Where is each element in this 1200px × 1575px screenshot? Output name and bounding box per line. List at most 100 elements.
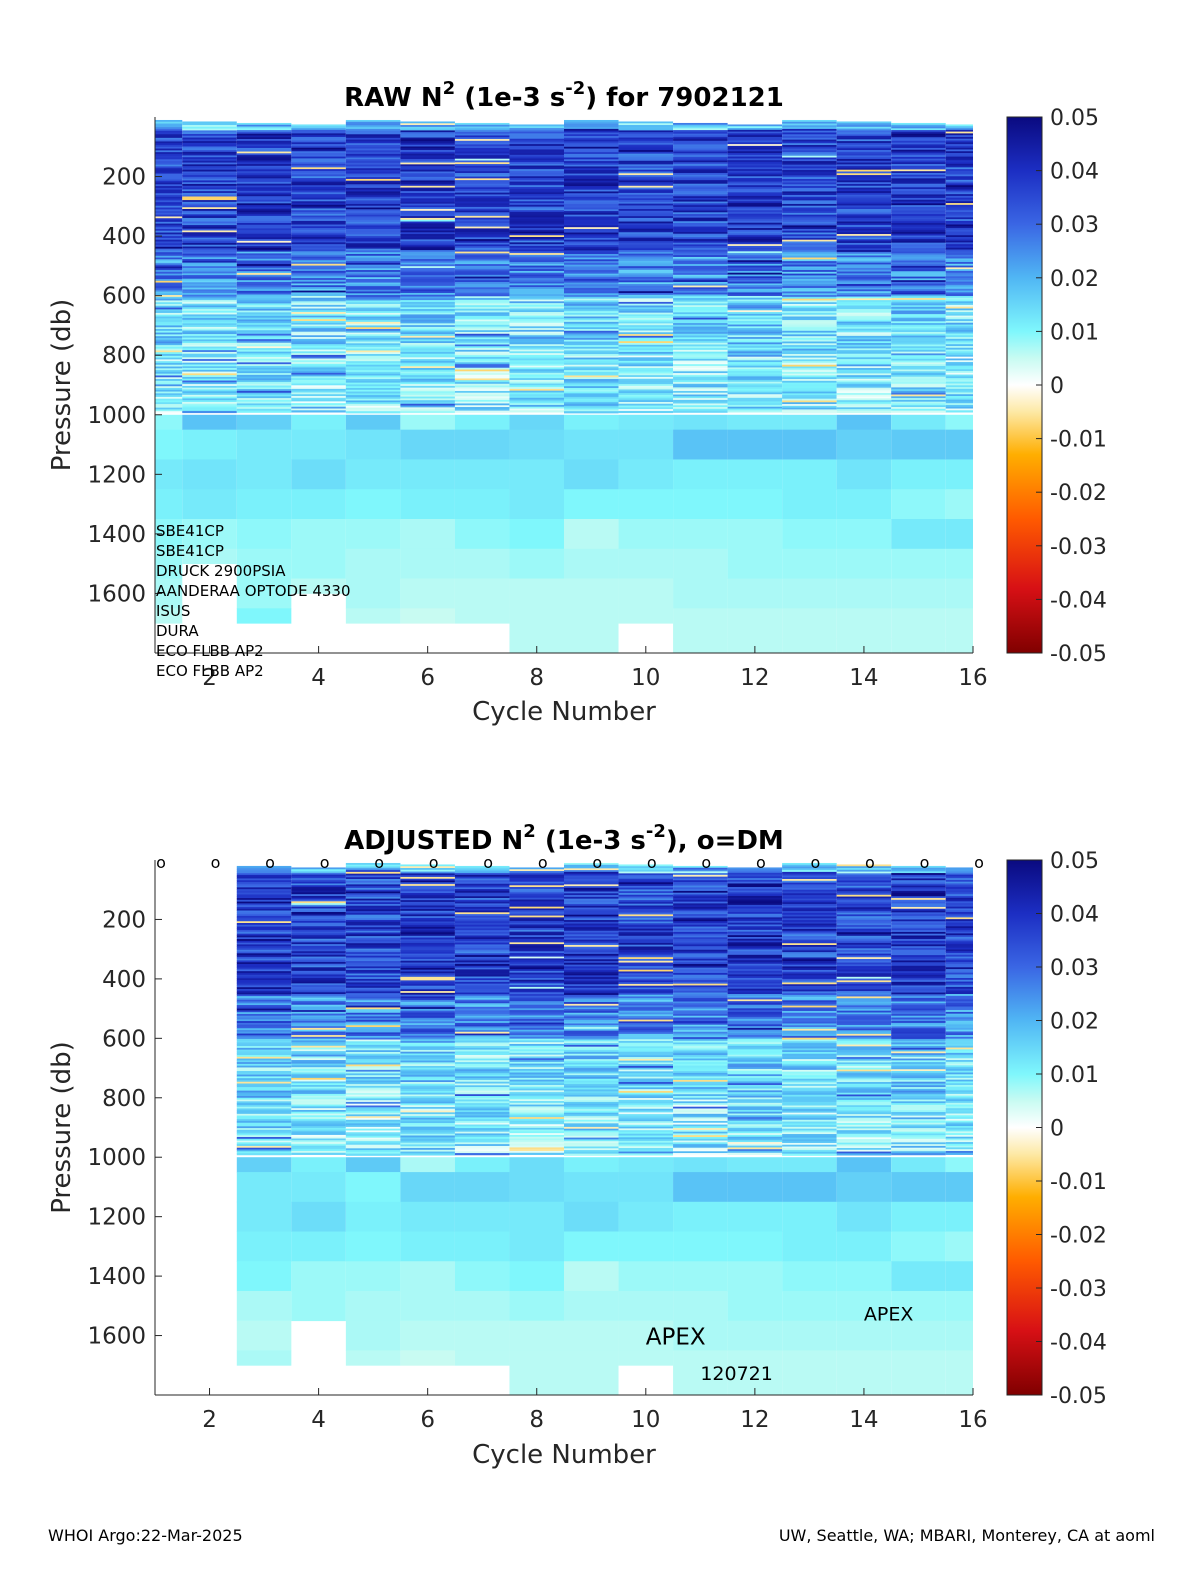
heat-cell	[509, 192, 564, 195]
heat-cell	[891, 221, 946, 224]
heat-cell	[345, 1032, 401, 1035]
heat-cell	[236, 401, 292, 404]
heat-cell	[345, 170, 401, 173]
heat-cell	[345, 166, 401, 169]
heat-cell	[618, 398, 674, 401]
heat-cell	[236, 383, 292, 386]
heat-cell	[400, 407, 455, 410]
heat-cell	[782, 907, 837, 910]
heat-cell	[400, 1119, 455, 1122]
heat-cell	[155, 373, 183, 376]
heat-cell	[236, 981, 292, 985]
heat-cell	[291, 354, 346, 358]
heat-cell	[509, 210, 564, 213]
heat-cell	[182, 362, 237, 365]
heat-cell	[454, 219, 510, 222]
heat-cell	[182, 185, 237, 188]
heat-cell	[345, 255, 401, 258]
heat-cell	[236, 167, 292, 170]
heat-cell	[564, 246, 619, 250]
heat-cell	[727, 163, 783, 166]
heat-cell	[454, 414, 510, 431]
heat-cell	[618, 394, 674, 398]
heat-cell	[564, 268, 619, 271]
heat-cell	[345, 275, 401, 278]
heat-cell	[236, 915, 292, 919]
heat-cell	[345, 1141, 401, 1144]
heat-cell	[236, 1094, 292, 1097]
heat-cell	[945, 270, 973, 274]
heat-cell	[836, 153, 892, 156]
heat-cell	[155, 379, 183, 382]
heat-cell	[891, 310, 946, 313]
heat-cell	[891, 196, 946, 199]
heat-cell	[454, 896, 510, 899]
heat-cell	[454, 189, 510, 192]
heat-cell	[782, 1025, 837, 1028]
heat-cell	[291, 1036, 346, 1040]
heat-cell	[618, 985, 674, 988]
heat-cell	[673, 1076, 728, 1079]
heat-cell	[618, 403, 674, 406]
heat-cell	[400, 1121, 455, 1124]
heat-cell	[673, 323, 728, 326]
heat-cell	[836, 289, 892, 292]
heat-cell	[400, 357, 455, 360]
heat-cell	[345, 196, 401, 199]
heat-cell	[400, 191, 455, 194]
heat-cell	[673, 346, 728, 349]
heat-cell	[782, 912, 837, 916]
heat-cell	[618, 868, 674, 871]
sensor-annotation: SBE41CP	[156, 542, 224, 560]
heat-cell	[454, 1054, 510, 1058]
heat-cell	[509, 1231, 564, 1262]
heat-cell	[182, 341, 237, 344]
heat-cell	[291, 387, 346, 390]
heat-cell	[618, 916, 674, 919]
heat-cell	[673, 1135, 728, 1138]
heat-cell	[454, 924, 510, 927]
heat-cell	[236, 378, 292, 381]
heat-cell	[727, 1027, 783, 1031]
heat-cell	[836, 980, 892, 983]
heat-cell	[673, 1015, 728, 1018]
colorbar-tick-label: -0.01	[1050, 428, 1107, 453]
heat-cell	[400, 266, 455, 269]
heat-cell	[236, 185, 292, 188]
heat-cell	[155, 284, 183, 287]
heat-cell	[945, 354, 973, 358]
heat-cell	[945, 129, 973, 132]
heat-cell	[291, 138, 346, 141]
heat-cell	[454, 981, 510, 985]
heat-cell	[155, 152, 183, 155]
heat-cell	[400, 459, 455, 490]
heat-cell	[564, 459, 619, 490]
heat-cell	[345, 1112, 401, 1115]
heat-cell	[400, 896, 455, 899]
heat-cell	[291, 1013, 346, 1016]
heat-cell	[236, 1013, 292, 1017]
heat-cell	[155, 237, 183, 241]
heat-cell	[618, 298, 674, 301]
heat-cell	[155, 323, 183, 326]
heat-cell	[618, 948, 674, 951]
heat-cell	[782, 1148, 837, 1151]
heat-cell	[727, 387, 783, 390]
heat-cell	[727, 1077, 783, 1081]
heat-cell	[345, 1002, 401, 1005]
heat-cell	[727, 145, 783, 149]
heat-cell	[673, 155, 728, 158]
heat-cell	[182, 355, 237, 358]
heat-cell	[236, 987, 292, 990]
heat-cell	[236, 901, 292, 904]
heat-cell	[182, 182, 237, 185]
heat-cell	[618, 125, 674, 128]
heat-cell	[564, 1023, 619, 1026]
heat-cell	[454, 167, 510, 170]
heat-cell	[345, 873, 401, 876]
heat-cell	[400, 158, 455, 162]
heat-cell	[782, 414, 837, 431]
heat-cell	[782, 389, 837, 392]
heat-cell	[400, 257, 455, 260]
heat-cell	[345, 355, 401, 359]
